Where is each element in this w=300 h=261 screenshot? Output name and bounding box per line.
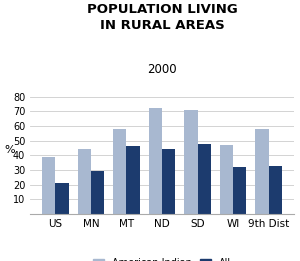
Bar — [42, 157, 56, 214]
Bar — [77, 149, 91, 214]
Bar — [233, 167, 247, 214]
Bar — [91, 171, 104, 214]
Bar — [127, 146, 140, 214]
Bar — [184, 110, 197, 214]
Y-axis label: %: % — [5, 145, 15, 155]
Bar — [255, 129, 268, 214]
Bar — [162, 149, 175, 214]
Bar — [197, 144, 211, 214]
Bar — [220, 145, 233, 214]
Text: 2000: 2000 — [147, 63, 177, 76]
Bar — [148, 108, 162, 214]
Legend: American Indian, All: American Indian, All — [89, 254, 235, 261]
Text: POPULATION LIVING
IN RURAL AREAS: POPULATION LIVING IN RURAL AREAS — [87, 3, 237, 32]
Bar — [113, 129, 127, 214]
Bar — [268, 165, 282, 214]
Bar — [56, 183, 69, 214]
